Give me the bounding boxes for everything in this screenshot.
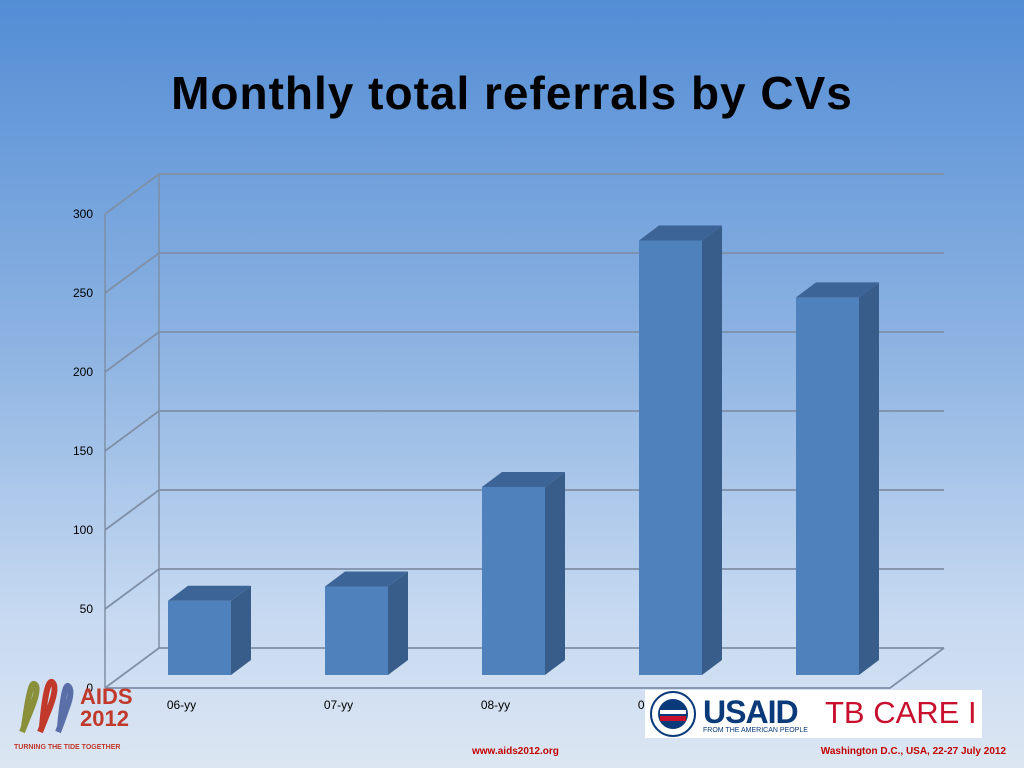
bar-top: [796, 282, 879, 298]
x-tick-label: 06-yy: [167, 698, 196, 712]
y-tick-label: 300: [73, 207, 93, 221]
bar-top: [168, 585, 251, 601]
y-tick-label: 250: [73, 286, 93, 300]
aids-tagline: TURNING THE TIDE TOGETHER: [14, 744, 121, 751]
slide-title: Monthly total referrals by CVs: [171, 67, 853, 119]
bar-side: [702, 225, 722, 675]
bar-top: [639, 225, 722, 241]
bar-front: [796, 297, 859, 675]
aids-label: AIDS: [80, 684, 133, 709]
bar-side: [545, 471, 565, 675]
x-tick-label: 08-yy: [481, 698, 510, 712]
y-tick-label: 150: [73, 444, 93, 458]
usaid-subtitle: FROM THE AMERICAN PEOPLE: [703, 727, 808, 734]
bar-side: [388, 571, 408, 675]
chart-bars: [168, 225, 879, 675]
bar-top: [325, 571, 408, 587]
y-tick-label: 200: [73, 365, 93, 379]
ribbon-icon: [19, 679, 74, 734]
bar-front: [639, 240, 702, 675]
year-label: 2012: [80, 706, 129, 731]
bar-front: [168, 600, 231, 675]
usaid-tbcare-logo: USAID FROM THE AMERICAN PEOPLE TB CARE I: [645, 690, 982, 738]
footer-event: Washington D.C., USA, 22-27 July 2012: [820, 746, 1006, 757]
usaid-seal-icon: [650, 691, 696, 737]
bar-front: [482, 486, 545, 675]
x-tick-label: 07-yy: [324, 698, 353, 712]
y-axis-ticks: 0 50 100 150 200 250 300: [73, 207, 93, 695]
tbcare-wordmark: TB CARE I: [825, 695, 977, 730]
gridline: [104, 173, 944, 215]
bar-top: [482, 471, 565, 487]
bar-side: [231, 585, 251, 675]
y-tick-label: 0: [86, 681, 93, 695]
y-tick-label: 50: [80, 602, 94, 616]
aids2012-logo: AIDS 2012 TURNING THE TIDE TOGETHER: [12, 672, 133, 758]
usaid-wordmark: USAID: [703, 694, 799, 730]
floor-edge: [105, 647, 945, 689]
bar-front: [325, 586, 388, 675]
footer-url: www.aids2012.org: [472, 746, 559, 757]
y-tick-label: 100: [73, 523, 93, 537]
bar-side: [859, 282, 879, 675]
